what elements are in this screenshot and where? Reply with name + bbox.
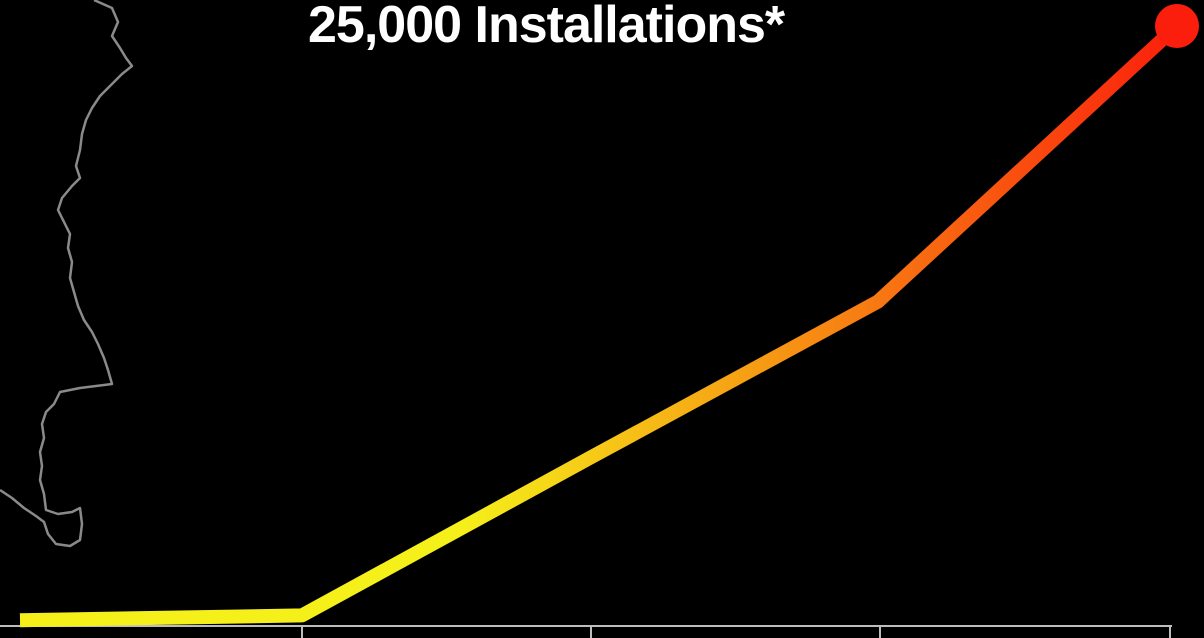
- chart-title: 25,000 Installations*: [308, 0, 786, 54]
- x-axis: [0, 625, 1172, 638]
- end-point-marker: [1155, 4, 1199, 48]
- series-line: [19, 20, 1182, 628]
- series-installations: [19, 4, 1199, 628]
- map-outline: [0, 0, 134, 548]
